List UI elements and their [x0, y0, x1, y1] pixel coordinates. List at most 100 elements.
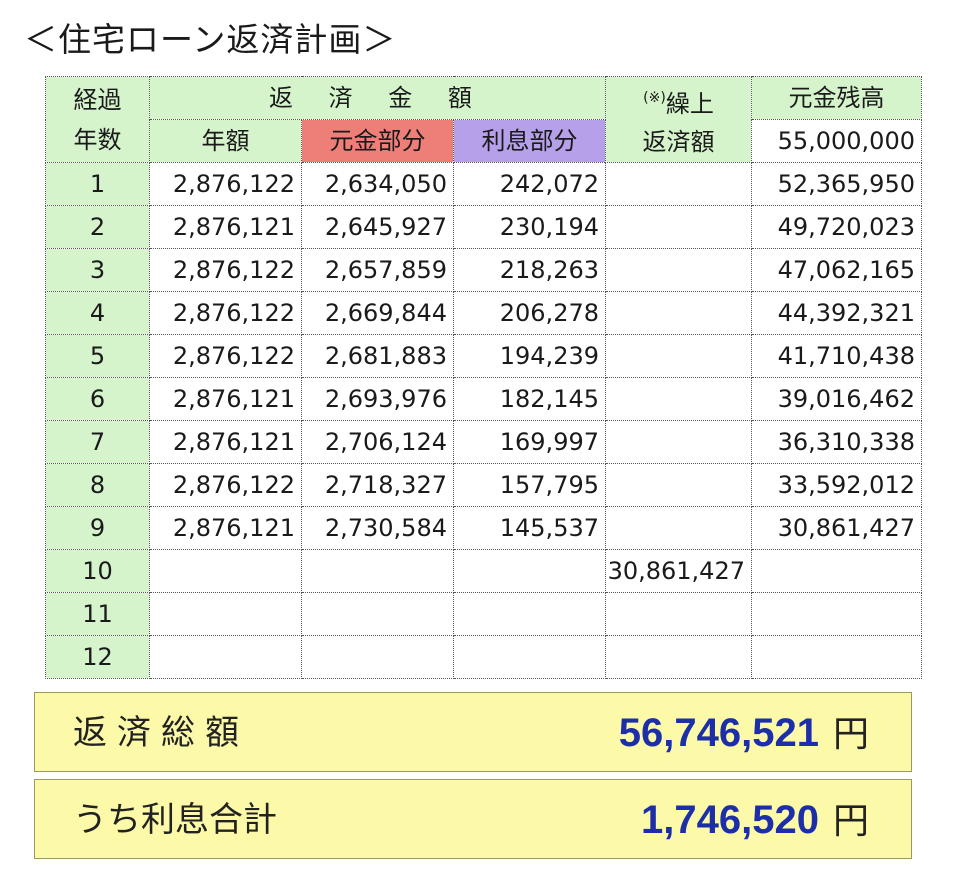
balance-cell: 33,592,012 [751, 463, 922, 507]
total-repayment-unit: 円 [832, 714, 869, 755]
page-title: ＜住宅ローン返済計画＞ [24, 20, 397, 59]
annual-cell: 2,876,121 [149, 377, 302, 421]
annual-cell: 2,876,121 [149, 420, 302, 464]
prepayment-cell [605, 334, 752, 378]
header-repayment-amount: 返 済 金 額 [149, 76, 606, 120]
prepayment-cell [605, 205, 752, 249]
balance-cell: 41,710,438 [751, 334, 922, 378]
prepayment-cell [605, 463, 752, 507]
header-row-1: 経過 年数 返 済 金 額 (※)繰上 返済額 元金残高 [45, 76, 922, 163]
interest-cell: 169,997 [453, 420, 606, 464]
year-cell: 4 [45, 291, 150, 335]
total-repayment-label: 返済総額 [73, 713, 249, 753]
year-cell: 12 [45, 635, 150, 679]
year-cell: 1 [45, 162, 150, 206]
year-cell: 6 [45, 377, 150, 421]
header-annual: 年額 [149, 119, 302, 163]
header-row-2: 年額 元金部分 利息部分 55,000,000 [46, 119, 922, 163]
principal-cell: 2,693,976 [301, 377, 454, 421]
year-cell: 9 [45, 506, 150, 550]
year-cell: 2 [45, 205, 150, 249]
total-repayment-value: 56,746,521 円 [619, 693, 869, 775]
header-interest-portion: 利息部分 [453, 119, 606, 163]
total-interest-amount: 1,746,520 [641, 798, 819, 842]
total-interest-box: うち利息合計 1,746,520 円 [34, 779, 912, 859]
table-row: 5 2,876,122 2,681,883 194,239 41,710,438 [45, 334, 922, 378]
header-principal-portion: 元金部分 [301, 119, 454, 163]
total-repayment-box: 返済総額 56,746,521 円 [34, 692, 912, 772]
year-cell: 11 [45, 592, 150, 636]
balance-cell: 36,310,338 [751, 420, 922, 464]
prepayment-cell [605, 506, 752, 550]
prepayment-cell [605, 592, 752, 636]
table-row: 6 2,876,121 2,693,976 182,145 39,016,462 [45, 377, 922, 421]
balance-cell: 30,861,427 [751, 506, 922, 550]
principal-cell: 2,706,124 [301, 420, 454, 464]
balance-cell: 44,392,321 [751, 291, 922, 335]
interest-cell: 157,795 [453, 463, 606, 507]
header-elapsed-years: 経過 年数 [45, 76, 150, 163]
prepayment-cell [605, 291, 752, 335]
annual-cell: 2,876,121 [149, 506, 302, 550]
table-row: 2 2,876,121 2,645,927 230,194 49,720,023 [45, 205, 922, 249]
principal-cell: 2,681,883 [301, 334, 454, 378]
interest-cell: 230,194 [453, 205, 606, 249]
table-row: 8 2,876,122 2,718,327 157,795 33,592,012 [45, 463, 922, 507]
year-cell: 7 [45, 420, 150, 464]
header-prepayment: (※)繰上 返済額 [605, 76, 752, 163]
prepayment-cell [605, 377, 752, 421]
table-row: 7 2,876,121 2,706,124 169,997 36,310,338 [45, 420, 922, 464]
total-interest-value: 1,746,520 円 [641, 780, 869, 862]
balance-cell: 52,365,950 [751, 162, 922, 206]
principal-cell: 2,645,927 [301, 205, 454, 249]
interest-cell: 194,239 [453, 334, 606, 378]
balance-cell: 49,720,023 [751, 205, 922, 249]
balance-cell: 47,062,165 [751, 248, 922, 292]
annual-cell [149, 549, 302, 593]
annual-cell: 2,876,121 [149, 205, 302, 249]
interest-cell [453, 592, 606, 636]
header-elapsed-years-line2: 年数 [73, 125, 122, 154]
header-prepayment-label: 繰上 [665, 89, 714, 118]
balance-cell [751, 635, 922, 679]
interest-cell: 218,263 [453, 248, 606, 292]
balance-cell: 39,016,462 [751, 377, 922, 421]
year-cell: 10 [45, 549, 150, 593]
table-row: 1 2,876,122 2,634,050 242,072 52,365,950 [45, 162, 922, 206]
prepayment-cell [605, 248, 752, 292]
principal-cell [301, 635, 454, 679]
header-principal-balance: 元金残高 [751, 76, 922, 120]
interest-cell: 182,145 [453, 377, 606, 421]
initial-balance: 55,000,000 [751, 119, 922, 163]
interest-cell [453, 549, 606, 593]
year-cell: 5 [45, 334, 150, 378]
interest-cell: 206,278 [453, 291, 606, 335]
interest-cell: 145,537 [453, 506, 606, 550]
balance-cell [751, 592, 922, 636]
principal-cell: 2,634,050 [301, 162, 454, 206]
table-row: 10 30,861,427 [45, 549, 922, 593]
prepayment-cell [605, 420, 752, 464]
balance-cell [751, 549, 922, 593]
table-row: 4 2,876,122 2,669,844 206,278 44,392,321 [45, 291, 922, 335]
annual-cell [149, 635, 302, 679]
annual-cell: 2,876,122 [149, 162, 302, 206]
header-prepayment-line1: (※)繰上 [607, 79, 751, 123]
annual-cell: 2,876,122 [149, 334, 302, 378]
total-repayment-amount: 56,746,521 [618, 711, 819, 755]
year-cell: 3 [45, 248, 150, 292]
annual-cell: 2,876,122 [149, 463, 302, 507]
total-interest-label: うち利息合計 [73, 800, 277, 840]
header-elapsed-years-line1: 経過 [73, 85, 122, 114]
header-prepayment-note-mark: (※) [643, 89, 666, 106]
interest-cell [453, 635, 606, 679]
principal-cell [301, 549, 454, 593]
table-row: 9 2,876,121 2,730,584 145,537 30,861,427 [45, 506, 922, 550]
principal-cell: 2,730,584 [301, 506, 454, 550]
repayment-table: 経過 年数 返 済 金 額 (※)繰上 返済額 元金残高 年額 元金部分 利息部… [45, 76, 922, 679]
table-row: 11 [45, 592, 922, 636]
principal-cell: 2,718,327 [301, 463, 454, 507]
principal-cell: 2,669,844 [301, 291, 454, 335]
interest-cell: 242,072 [453, 162, 606, 206]
principal-cell [301, 592, 454, 636]
